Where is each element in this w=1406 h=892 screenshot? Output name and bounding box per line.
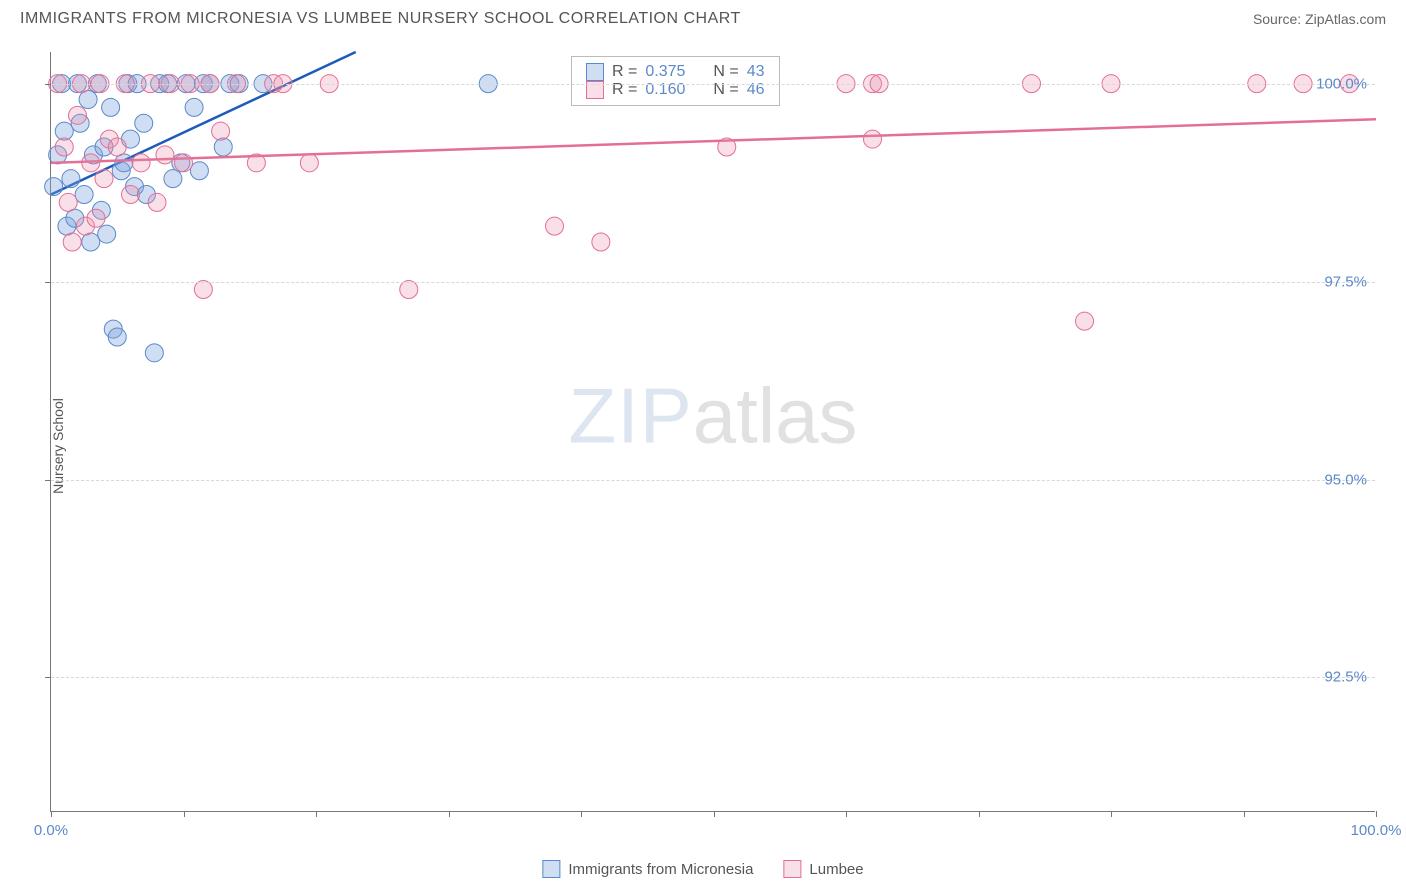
data-point xyxy=(62,170,80,188)
legend-swatch xyxy=(783,860,801,878)
data-point xyxy=(718,138,736,156)
data-point xyxy=(102,98,120,116)
legend-swatch xyxy=(542,860,560,878)
stats-row: R = 0.375 N = 43 xyxy=(586,63,765,81)
data-point xyxy=(135,114,153,132)
data-point xyxy=(592,233,610,251)
header: IMMIGRANTS FROM MICRONESIA VS LUMBEE NUR… xyxy=(0,0,1406,34)
data-point xyxy=(87,209,105,227)
legend-label: Lumbee xyxy=(809,861,863,878)
y-tick xyxy=(45,480,51,481)
data-point xyxy=(148,193,166,211)
x-tick xyxy=(1244,811,1245,817)
data-point xyxy=(55,138,73,156)
data-point xyxy=(164,170,182,188)
x-tick-label: 100.0% xyxy=(1351,822,1402,839)
data-point xyxy=(546,217,564,235)
legend-label: Immigrants from Micronesia xyxy=(568,861,753,878)
data-point xyxy=(185,98,203,116)
plot-area: ZIPatlas R =0.375N =43R =0.160N =46 92.5… xyxy=(50,52,1375,812)
data-point xyxy=(212,122,230,140)
y-tick xyxy=(45,84,51,85)
data-point xyxy=(214,138,232,156)
gridline xyxy=(51,677,1375,678)
y-tick-label: 100.0% xyxy=(1316,75,1367,92)
bottom-legend: Immigrants from Micronesia Lumbee xyxy=(542,860,863,878)
data-point xyxy=(122,186,140,204)
data-point xyxy=(864,130,882,148)
data-point xyxy=(190,162,208,180)
gridline xyxy=(51,480,1375,481)
y-tick-label: 95.0% xyxy=(1324,471,1367,488)
n-label: N = xyxy=(713,63,738,81)
legend-item: Immigrants from Micronesia xyxy=(542,860,753,878)
gridline xyxy=(51,282,1375,283)
data-point xyxy=(59,193,77,211)
data-point xyxy=(79,91,97,109)
data-point xyxy=(145,344,163,362)
legend-swatch xyxy=(586,63,604,81)
stats-legend-box: R =0.375N =43R =0.160N =46 xyxy=(571,56,780,106)
x-tick xyxy=(449,811,450,817)
x-tick xyxy=(714,811,715,817)
r-label: R = xyxy=(612,63,637,81)
data-point xyxy=(75,186,93,204)
data-point xyxy=(300,154,318,172)
x-tick xyxy=(184,811,185,817)
y-tick xyxy=(45,677,51,678)
data-point xyxy=(45,178,63,196)
data-point xyxy=(55,122,73,140)
scatter-plot xyxy=(51,52,1375,811)
x-tick xyxy=(581,811,582,817)
x-tick xyxy=(1111,811,1112,817)
data-point xyxy=(108,138,126,156)
data-point xyxy=(247,154,265,172)
data-point xyxy=(400,281,418,299)
data-point xyxy=(132,154,150,172)
data-point xyxy=(98,225,116,243)
x-tick-label: 0.0% xyxy=(34,822,68,839)
x-tick xyxy=(51,811,52,817)
r-value: 0.375 xyxy=(645,63,685,81)
data-point xyxy=(82,154,100,172)
x-tick xyxy=(316,811,317,817)
y-tick-label: 92.5% xyxy=(1324,669,1367,686)
y-tick xyxy=(45,282,51,283)
data-point xyxy=(69,106,87,124)
gridline xyxy=(51,84,1375,85)
x-tick xyxy=(846,811,847,817)
data-point xyxy=(1076,312,1094,330)
data-point xyxy=(194,281,212,299)
data-point xyxy=(82,233,100,251)
x-tick xyxy=(979,811,980,817)
legend-item: Lumbee xyxy=(783,860,863,878)
data-point xyxy=(175,154,193,172)
data-point xyxy=(115,154,133,172)
data-point xyxy=(108,328,126,346)
source-label: Source: ZipAtlas.com xyxy=(1253,11,1386,27)
y-tick-label: 97.5% xyxy=(1324,273,1367,290)
data-point xyxy=(95,170,113,188)
data-point xyxy=(63,233,81,251)
x-tick xyxy=(1376,811,1377,817)
n-value: 43 xyxy=(747,63,765,81)
chart-title: IMMIGRANTS FROM MICRONESIA VS LUMBEE NUR… xyxy=(20,10,741,28)
data-point xyxy=(156,146,174,164)
